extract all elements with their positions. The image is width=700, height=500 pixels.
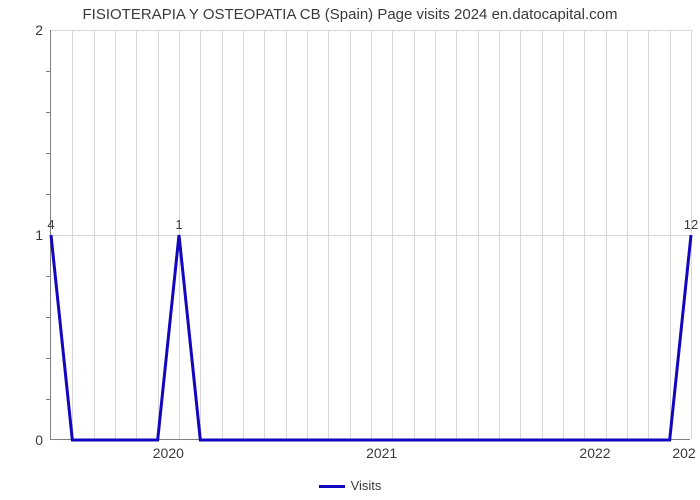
data-point-label: 4: [47, 217, 54, 232]
x-tick-label: 2022: [579, 439, 610, 461]
y-tick-label: 0: [35, 432, 51, 448]
x-tick-label: 2021: [366, 439, 397, 461]
series-line: [51, 30, 691, 440]
x-tick-label: 202: [672, 439, 695, 461]
legend-label: Visits: [351, 478, 382, 493]
y-tick-label: 2: [35, 22, 51, 38]
x-tick-label: 2020: [153, 439, 184, 461]
data-point-label: 12: [684, 217, 698, 232]
legend: Visits: [0, 478, 700, 493]
data-point-label: 1: [175, 217, 182, 232]
gridline-vertical: [691, 30, 692, 439]
legend-line: [319, 485, 345, 488]
plot-area: 0122020202120222024112: [50, 30, 690, 440]
chart-title: FISIOTERAPIA Y OSTEOPATIA CB (Spain) Pag…: [0, 6, 700, 23]
